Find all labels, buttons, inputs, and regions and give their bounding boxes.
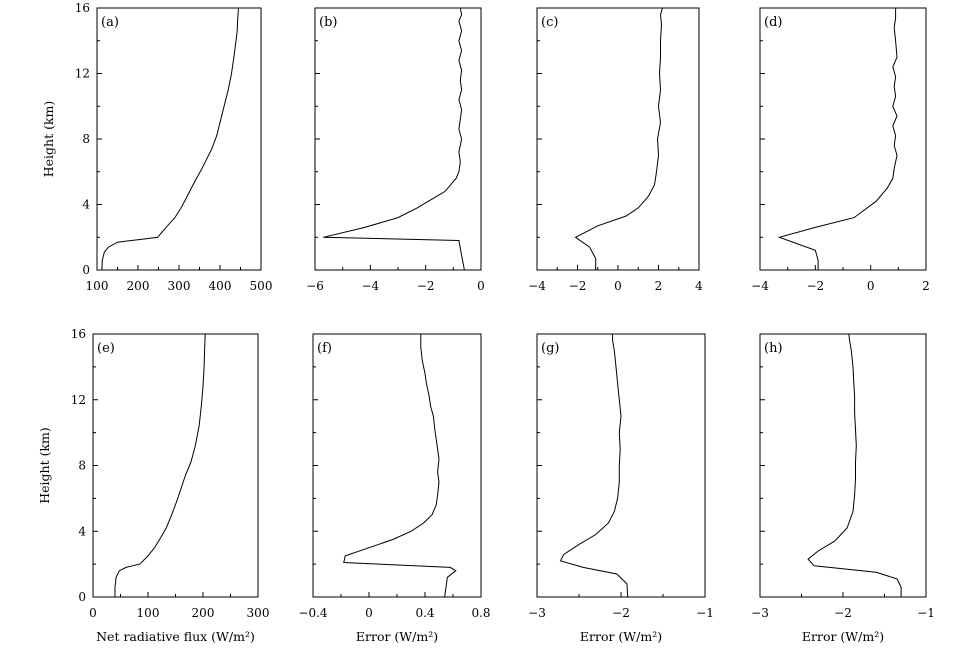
panel-e-series-line — [114, 333, 206, 597]
panel-e-label: (e) — [97, 341, 115, 356]
panel-f-xtick-label: 0 — [365, 606, 373, 620]
panel-h-xtick-label: −3 — [751, 606, 769, 620]
panel-e-ytick-label: 16 — [71, 327, 86, 341]
panel-a-series-line — [101, 7, 239, 271]
panel-d-xtick-label: 2 — [922, 279, 930, 293]
panel-g-xtick-label: −3 — [528, 606, 546, 620]
panel-h-xlabel: Error (W/m²) — [802, 629, 884, 644]
panel-f-xtick-label: −0.4 — [298, 606, 328, 620]
panel-d-label: (d) — [764, 15, 782, 30]
panel-a-xtick-label: 400 — [209, 279, 232, 293]
panel-a-ytick-label: 4 — [82, 198, 90, 212]
panel-f-xlabel: Error (W/m²) — [356, 629, 438, 644]
panel-b-series-line — [323, 7, 465, 271]
panel-e-xtick-label: 100 — [137, 606, 160, 620]
panel-e-ytick-label: 12 — [71, 393, 86, 407]
panel-g-label: (g) — [541, 341, 559, 356]
panel-a-ytick-label: 12 — [75, 67, 90, 81]
panel-c-frame — [536, 7, 700, 271]
panel-a-ytick-label: 16 — [75, 1, 90, 15]
panel-e-ytick-label: 4 — [78, 524, 86, 538]
panel-a-xtick-label: 500 — [250, 279, 273, 293]
panel-a-ylabel: Height (km) — [41, 101, 56, 178]
panel-c-label: (c) — [541, 15, 558, 30]
panel-c-xtick-label: 2 — [655, 279, 663, 293]
panel-g-series-line — [559, 334, 629, 598]
panel-h-series-line — [807, 333, 902, 597]
panel-d-xtick-label: −2 — [806, 279, 824, 293]
panel-e-ytick-label: 0 — [78, 590, 86, 604]
panel-d-series-line — [777, 8, 898, 270]
panel-c-xtick-label: −2 — [569, 279, 587, 293]
panel-e-xlabel: Net radiative flux (W/m²) — [96, 629, 255, 644]
panel-g-xlabel: Error (W/m²) — [580, 629, 662, 644]
panel-c-series-line — [574, 7, 663, 270]
panel-c-xtick-label: 4 — [695, 279, 703, 293]
panel-f-label: (f) — [317, 341, 332, 356]
panel-e-xtick-label: 0 — [89, 606, 97, 620]
panel-c-xtick-label: 0 — [614, 279, 622, 293]
panel-c-xtick-label: −4 — [528, 279, 546, 293]
panel-b-xtick-label: −4 — [361, 279, 379, 293]
panel-e-xtick-label: 200 — [192, 606, 215, 620]
panel-b-frame — [314, 7, 482, 271]
panel-b-xtick-label: −6 — [306, 279, 324, 293]
panel-e-xtick-label: 300 — [247, 606, 270, 620]
panel-a-xtick-label: 200 — [127, 279, 150, 293]
panel-f-frame — [312, 333, 482, 598]
panel-d-xtick-label: 0 — [867, 279, 875, 293]
panel-b-xtick-label: 0 — [477, 279, 485, 293]
panel-a-label: (a) — [101, 15, 119, 30]
panel-a-frame — [96, 7, 262, 271]
panel-d-frame — [759, 7, 927, 271]
panel-h-xtick-label: −1 — [917, 606, 935, 620]
panel-a-ytick-label: 8 — [82, 132, 90, 146]
panel-d-xtick-label: −4 — [751, 279, 769, 293]
panel-e-ytick-label: 8 — [78, 459, 86, 473]
panel-a-xtick-label: 300 — [168, 279, 191, 293]
panel-g-xtick-label: −1 — [696, 606, 714, 620]
panel-h-xtick-label: −2 — [834, 606, 852, 620]
panel-a-xtick-label: 100 — [86, 279, 109, 293]
panel-b-xtick-label: −2 — [417, 279, 435, 293]
panel-a-ytick-label: 0 — [82, 263, 90, 277]
panel-f-series-line — [343, 334, 457, 598]
panel-f-xtick-label: 0.8 — [471, 606, 490, 620]
panel-e-frame — [92, 333, 259, 598]
panel-f-xtick-label: 0.4 — [415, 606, 434, 620]
panel-h-frame — [759, 333, 927, 598]
panel-b-label: (b) — [319, 15, 337, 30]
panel-e-ylabel: Height (km) — [37, 427, 52, 504]
panel-g-xtick-label: −2 — [612, 606, 630, 620]
panel-h-label: (h) — [764, 341, 783, 356]
